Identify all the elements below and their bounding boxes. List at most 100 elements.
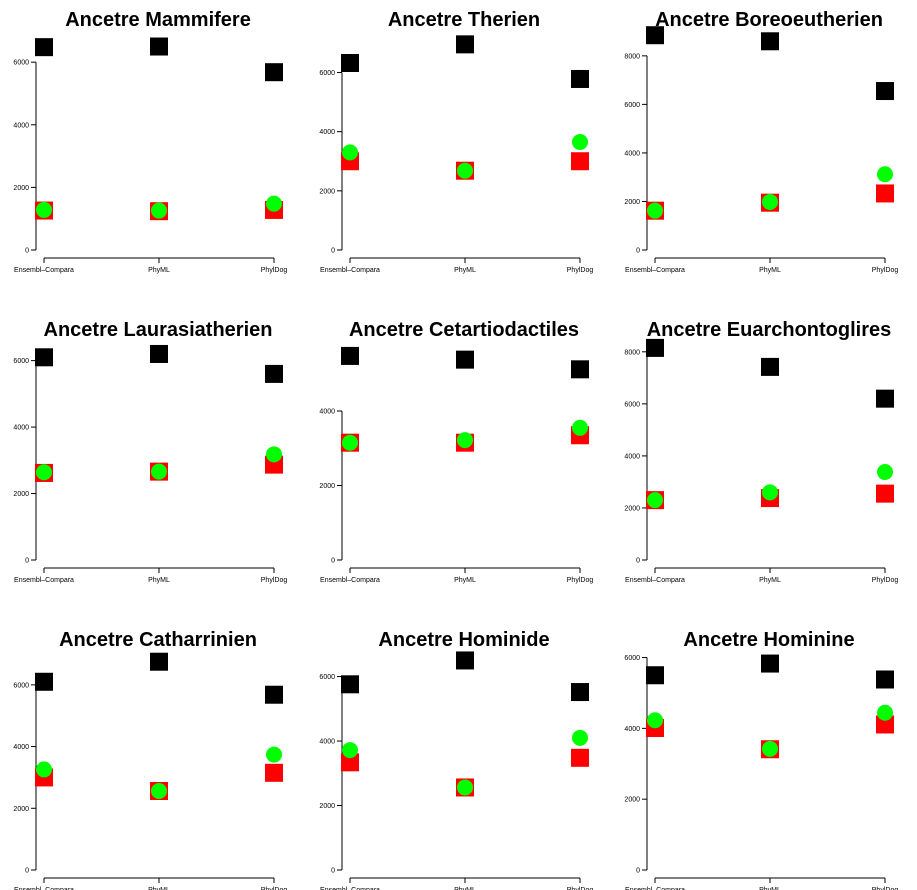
y-tick-label: 6000 [319, 674, 335, 681]
data-point-square [876, 389, 894, 408]
chart-panel: Ancetre Therien 0 2000 4000 6000 Ensembl–Comp… [319, 9, 593, 274]
y-tick-label: 0 [331, 868, 335, 875]
chart-panel: Ancetre Cetartiodactiles 0 2000 4000 Ensembl… [319, 319, 593, 584]
y-tick-label: 2000 [13, 491, 29, 498]
x-tick-label: PhyML [759, 577, 781, 584]
y-tick-label: 2000 [624, 199, 640, 206]
y-tick-label: 6000 [624, 655, 640, 662]
data-point-square [761, 32, 779, 51]
chart-title: Ancetre Catharrinien [59, 629, 257, 651]
x-tick-label: PhylDog [872, 267, 899, 274]
chart-panel: Ancetre Hominine 0 2000 4000 6000 Ensembl–Com… [624, 629, 898, 890]
x-tick-label: Ensembl–Compara [625, 267, 685, 274]
data-point-square [35, 38, 53, 57]
data-point-circle [572, 419, 588, 436]
data-point-circle [151, 202, 167, 219]
data-point-square [341, 675, 359, 694]
x-tick-label: PhylDog [567, 887, 594, 890]
data-point-circle [647, 712, 663, 729]
chart-panel: Ancetre Mammifere 0 2000 4000 6000 Ensembl–Co… [13, 9, 287, 274]
y-tick-label: 6000 [624, 401, 640, 408]
x-tick-label: Ensembl–Compara [320, 577, 380, 584]
y-tick-label: 4000 [319, 409, 335, 416]
y-tick-label: 2000 [319, 188, 335, 195]
x-tick-label: PhylDog [261, 267, 288, 274]
data-point-circle [572, 729, 588, 746]
data-point-square [571, 748, 589, 767]
y-tick-label: 0 [25, 868, 29, 875]
data-point-square [456, 35, 474, 54]
data-point-square [761, 654, 779, 673]
data-point-square [571, 683, 589, 702]
data-point-square [35, 348, 53, 367]
data-point-circle [342, 742, 358, 759]
chart-title: Ancetre Hominine [683, 629, 854, 651]
y-tick-label: 4000 [13, 744, 29, 751]
chart-title: Ancetre Laurasiatherien [44, 319, 273, 341]
x-tick-label: Ensembl–Compara [320, 267, 380, 274]
chart-panel: Ancetre Laurasiatherien 0 2000 4000 6000 Ense… [13, 319, 287, 584]
x-tick-label: PhyML [454, 577, 476, 584]
x-tick-label: PhyML [148, 887, 170, 890]
y-tick-label: 0 [331, 558, 335, 565]
data-point-circle [647, 202, 663, 219]
y-tick-label: 4000 [319, 739, 335, 746]
data-point-square [456, 350, 474, 369]
x-tick-label: PhylDog [261, 887, 288, 890]
data-point-circle [877, 704, 893, 721]
y-tick-label: 4000 [319, 129, 335, 136]
data-point-square [150, 344, 168, 363]
y-tick-label: 6000 [624, 102, 640, 109]
data-point-circle [877, 166, 893, 183]
y-tick-label: 6000 [13, 682, 29, 689]
data-point-square [876, 715, 894, 734]
y-tick-label: 4000 [13, 122, 29, 129]
data-point-circle [572, 134, 588, 150]
chart-panel: Ancetre Euarchontoglires 0 2000 4000 6000 800… [624, 319, 898, 584]
y-tick-label: 0 [636, 868, 640, 875]
data-point-circle [762, 484, 778, 501]
x-tick-label: PhylDog [261, 577, 288, 584]
data-point-square [341, 53, 359, 72]
chart-title: Ancetre Boreoeutherien [655, 9, 883, 31]
data-point-square [456, 651, 474, 670]
chart-title: Ancetre Hominide [378, 629, 549, 651]
data-point-circle [457, 432, 473, 449]
y-tick-label: 2000 [624, 797, 640, 804]
y-tick-label: 6000 [13, 358, 29, 365]
chart-panel: Ancetre Hominide 0 2000 4000 6000 Ensembl–Com… [319, 629, 593, 890]
x-tick-label: PhylDog [567, 577, 594, 584]
y-tick-label: 2000 [624, 505, 640, 512]
data-point-circle [457, 779, 473, 796]
y-tick-label: 0 [25, 558, 29, 565]
data-point-square [876, 184, 894, 203]
chart-title: Ancetre Therien [388, 9, 540, 31]
data-point-circle [762, 193, 778, 210]
y-tick-label: 4000 [13, 425, 29, 432]
data-point-square [265, 763, 283, 782]
y-tick-label: 4000 [624, 726, 640, 733]
data-point-square [876, 484, 894, 503]
x-tick-label: PhyML [454, 887, 476, 890]
data-point-square [571, 152, 589, 171]
y-tick-label: 6000 [319, 70, 335, 77]
data-point-square [150, 37, 168, 56]
data-point-circle [36, 464, 52, 481]
data-point-circle [151, 783, 167, 800]
data-point-square [265, 63, 283, 82]
data-point-square [761, 357, 779, 376]
y-tick-label: 6000 [13, 60, 29, 67]
x-tick-label: PhylDog [872, 577, 899, 584]
x-tick-label: Ensembl–Compara [625, 577, 685, 584]
x-tick-label: Ensembl–Compara [320, 887, 380, 890]
data-point-circle [877, 464, 893, 481]
chart-title: Ancetre Cetartiodactiles [349, 319, 579, 341]
y-tick-label: 8000 [624, 349, 640, 356]
x-tick-label: PhyML [454, 267, 476, 274]
data-point-square [646, 338, 664, 357]
chart-panel: Ancetre Boreoeutherien 0 2000 4000 6000 8000 E… [624, 9, 898, 274]
data-point-circle [151, 463, 167, 480]
data-point-square [341, 346, 359, 365]
data-point-square [571, 360, 589, 379]
